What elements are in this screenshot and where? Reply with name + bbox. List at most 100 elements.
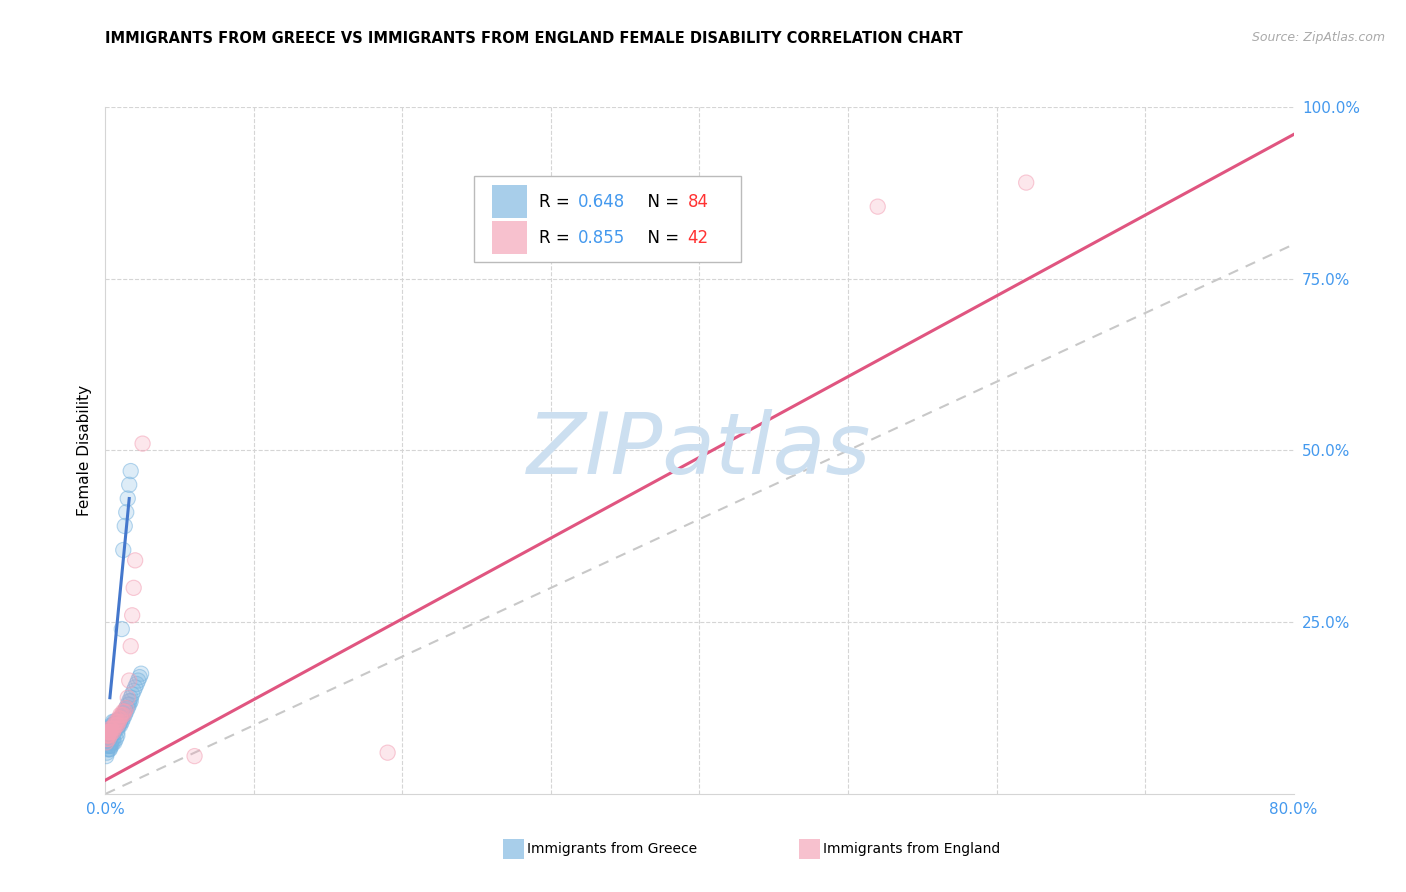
Text: Source: ZipAtlas.com: Source: ZipAtlas.com xyxy=(1251,31,1385,45)
Point xyxy=(108,718,131,732)
Point xyxy=(103,714,125,729)
Point xyxy=(101,725,124,739)
Point xyxy=(115,701,138,715)
Point xyxy=(97,729,120,743)
Point xyxy=(111,711,134,725)
Point xyxy=(112,707,135,722)
Point xyxy=(97,725,120,739)
Point xyxy=(103,735,125,749)
Point xyxy=(101,718,124,732)
FancyBboxPatch shape xyxy=(799,839,820,859)
Point xyxy=(117,701,139,715)
Point xyxy=(105,718,128,732)
Text: 0.855: 0.855 xyxy=(578,228,626,246)
Point xyxy=(118,673,141,688)
Point xyxy=(98,739,121,753)
Point xyxy=(108,718,131,732)
Point xyxy=(112,705,135,719)
Point xyxy=(98,725,121,739)
Point xyxy=(111,714,134,729)
Point xyxy=(96,739,118,753)
Point xyxy=(114,705,136,719)
Point xyxy=(115,505,138,519)
Point xyxy=(114,705,136,719)
FancyBboxPatch shape xyxy=(492,186,527,219)
Text: 42: 42 xyxy=(688,228,709,246)
Point xyxy=(183,749,205,764)
Point xyxy=(103,718,125,732)
Point xyxy=(98,742,121,756)
Text: 0.648: 0.648 xyxy=(578,193,626,211)
Point xyxy=(128,670,150,684)
Point xyxy=(108,711,131,725)
Point xyxy=(866,200,889,214)
Point xyxy=(118,694,141,708)
Point xyxy=(131,436,153,450)
Point xyxy=(105,729,128,743)
Point xyxy=(124,681,146,695)
Point xyxy=(96,746,118,760)
Point xyxy=(105,725,128,739)
Point xyxy=(108,718,131,732)
Point xyxy=(121,687,143,701)
Point xyxy=(112,711,135,725)
Point xyxy=(105,714,128,729)
Point xyxy=(125,677,148,691)
Point xyxy=(103,718,125,732)
Point xyxy=(112,707,135,722)
Point xyxy=(104,718,127,732)
Point xyxy=(98,729,121,743)
Point xyxy=(104,714,127,729)
Point xyxy=(110,711,132,725)
Point xyxy=(101,725,124,739)
Text: N =: N = xyxy=(637,228,683,246)
Point xyxy=(117,491,139,506)
Point xyxy=(117,690,139,705)
Point xyxy=(377,746,399,760)
Point xyxy=(101,731,124,746)
Point xyxy=(101,735,124,749)
Text: N =: N = xyxy=(637,193,683,211)
Point xyxy=(108,714,131,729)
Point xyxy=(117,698,139,712)
Point xyxy=(122,581,145,595)
Point xyxy=(112,543,135,558)
Point xyxy=(115,705,138,719)
Point xyxy=(98,722,121,736)
Point xyxy=(114,707,136,722)
Point xyxy=(100,739,122,753)
Point xyxy=(114,707,136,722)
Point xyxy=(866,200,889,214)
Point xyxy=(110,707,132,722)
Point xyxy=(97,739,120,753)
Point xyxy=(98,725,121,739)
Point xyxy=(115,705,138,719)
Point xyxy=(97,725,120,739)
Point xyxy=(97,725,120,739)
Point xyxy=(117,690,139,705)
Point xyxy=(120,694,142,708)
Point xyxy=(97,731,120,746)
FancyBboxPatch shape xyxy=(503,839,524,859)
Point xyxy=(110,711,132,725)
Point xyxy=(98,729,121,743)
Point xyxy=(108,714,131,729)
Point xyxy=(104,731,127,746)
Point xyxy=(122,683,145,698)
Text: Immigrants from Greece: Immigrants from Greece xyxy=(527,842,697,856)
Point xyxy=(111,622,134,636)
Point xyxy=(131,436,153,450)
Point xyxy=(97,722,120,736)
Text: R =: R = xyxy=(538,228,575,246)
Point xyxy=(1015,176,1038,190)
Point xyxy=(97,722,120,736)
Point xyxy=(103,735,125,749)
Point xyxy=(101,722,124,736)
Point xyxy=(96,729,118,743)
Point xyxy=(101,722,124,736)
Point xyxy=(110,718,132,732)
Point xyxy=(118,698,141,712)
Point xyxy=(110,711,132,725)
Point xyxy=(104,731,127,746)
Point xyxy=(128,670,150,684)
